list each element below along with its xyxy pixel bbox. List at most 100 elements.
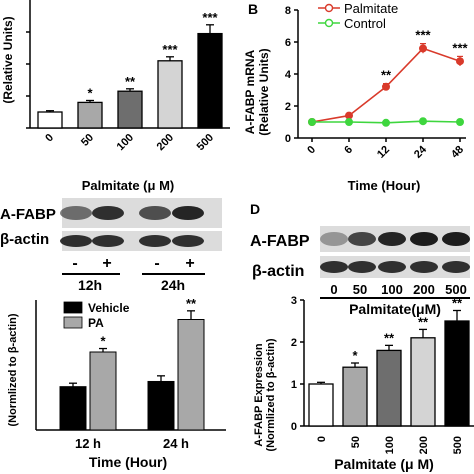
panel-c-legend-swatch: [63, 316, 83, 329]
panel-d-western-blot: D A-FABP β-actin 0 50 100 200 500 Palmit…: [250, 201, 470, 317]
blot-c-actin-band: [172, 235, 204, 247]
panel-b-point-control: [308, 118, 316, 126]
panel-b-legend-label: Control: [344, 16, 386, 31]
panel-d-bar: [308, 383, 334, 427]
blot-d-lane-500: 500: [445, 282, 467, 297]
panel-c-ylabel: (Normlized to β-actin): [7, 313, 19, 426]
blot-c-time-24h: 24h: [161, 277, 185, 293]
blot-d-afabp-band: [348, 232, 376, 246]
panel-c-xtick-label: 12 h: [75, 436, 101, 451]
blot-d-actin-label: β-actin: [252, 263, 304, 280]
blot-c-treatment-2: +: [102, 255, 111, 272]
panel-d-xtick-label: 500: [452, 436, 464, 454]
panel-d-ytick-label: 2: [291, 337, 297, 349]
blot-d-actin-band: [348, 261, 376, 273]
panel-a-bar: [37, 111, 63, 129]
panel-a-xtick-label: 100: [115, 132, 136, 153]
panel-c-legend-label: Vehicle: [88, 301, 130, 315]
panel-b-letter: B: [248, 1, 258, 17]
panel-a-bar: [117, 90, 143, 129]
panel-c-bar-pa: [89, 351, 117, 431]
panel-d-xtick-label: 0: [316, 436, 328, 442]
blot-c-afabp-band: [60, 206, 92, 220]
blot-d-lane-200: 200: [413, 282, 435, 297]
panel-b-xtick-label: 0: [305, 144, 318, 157]
panel-b-ytick-label: 4: [285, 69, 292, 81]
blot-d-actin-band: [378, 261, 406, 273]
panel-b-xtick-label: 24: [412, 143, 430, 161]
blot-c-afabp-band: [92, 206, 124, 220]
panel-b-ylabel: A-FABP mRNA: [243, 49, 257, 134]
panel-a-bar: [197, 32, 223, 129]
blot-d-afabp-band: [442, 232, 470, 246]
panel-d-xtick-label: 100: [384, 436, 396, 454]
panel-b-legend-label: Palmitate: [344, 1, 398, 16]
blot-d-xlabel: Palmitate(μM): [349, 301, 441, 317]
blot-d-actin-band: [442, 261, 470, 273]
panel-c-bar-vehicle: [59, 386, 87, 431]
panel-d-significance: **: [384, 330, 395, 345]
blot-d-afabp-label: A-FABP: [250, 233, 310, 250]
panel-b-point-control: [382, 118, 390, 127]
panel-d-ytick-label: 0: [291, 421, 297, 433]
panel-b-point-control: [419, 117, 427, 126]
panel-d-ylabel2: (Normlized to β-actin): [265, 338, 277, 451]
blot-c-treatment-3: -: [154, 255, 159, 272]
panel-c-xtick-label: 24 h: [163, 436, 189, 451]
blot-d-afabp-band: [378, 232, 406, 246]
panel-a: (Relative Units) Palmitate (μ M) 0 * 50 ** 1…: [1, 0, 230, 193]
panel-d-bar: [444, 320, 470, 427]
blot-d-actin-band: [410, 261, 438, 273]
panel-b-point-palmitate: [456, 57, 464, 66]
panel-a-xtick-label: 0: [43, 132, 56, 145]
panel-b-ytick-label: 2: [285, 101, 291, 113]
panel-a-bar: [157, 60, 183, 129]
panel-a-bar: [77, 101, 103, 129]
panel-c: (Normlized to β-actin) Time (Hour) * 12 h…: [7, 296, 226, 470]
panel-b-xlabel: Time (Hour): [348, 178, 421, 193]
panel-b-point-palmitate: [419, 44, 427, 53]
panel-d-xtick-label: 200: [418, 436, 430, 454]
panel-d-bar: [342, 366, 368, 427]
panel-c-xlabel: Time (Hour): [89, 454, 167, 470]
panel-a-ylabel: (Relative Units): [1, 16, 15, 103]
panel-c-bar-pa: [177, 319, 205, 431]
blot-d-lane-0: 0: [330, 282, 337, 297]
panel-a-significance: ***: [162, 42, 178, 57]
blot-c-afabp-band: [172, 206, 204, 220]
panel-b-xtick-label: 48: [449, 144, 466, 161]
panel-a-xtick-label: 200: [155, 132, 176, 153]
blot-c-afabp-label: A-FABP: [0, 206, 56, 223]
panel-d-ylabel: A-FABP Expression: [253, 343, 265, 446]
panel-a-significance: **: [125, 74, 136, 89]
panel-c-significance: **: [186, 296, 197, 311]
panel-a-significance: ***: [202, 10, 218, 25]
panel-b-legend-marker: [324, 18, 334, 28]
panel-b-legend-marker: [324, 3, 334, 13]
panel-b-significance: ***: [415, 28, 431, 43]
panel-c-western-blot: A-FABP β-actin - + - + 12h 24h: [0, 198, 222, 293]
panel-b-xtick-label: 6: [342, 144, 355, 157]
panel-b-significance: **: [381, 68, 392, 83]
panel-b-ytick-label: 6: [285, 37, 291, 49]
blot-d-actin-band: [320, 261, 348, 273]
blot-c-time-12h: 12h: [78, 277, 102, 293]
blot-c-actin-band: [92, 235, 124, 247]
panel-b-ytick-label: 0: [285, 133, 291, 145]
panel-a-xtick-label: 50: [79, 132, 96, 149]
panel-b-point-control: [456, 118, 464, 126]
blot-d-lane-50: 50: [353, 282, 367, 297]
panel-b: B A-FABP mRNA (Relative Units) Time (Hou…: [243, 1, 469, 193]
panel-b-significance: ***: [452, 40, 468, 55]
panel-d-ytick-label: 3: [291, 295, 297, 307]
panel-d-significance: **: [452, 296, 463, 311]
panel-b-point-control: [345, 118, 353, 126]
panel-d-significance: **: [418, 314, 429, 329]
blot-d-afabp-band: [320, 232, 348, 246]
blot-c-treatment-4: +: [185, 255, 194, 272]
blot-d-afabp-band: [410, 232, 438, 246]
blot-c-afabp-band: [139, 206, 171, 220]
panel-d-xlabel: Palmitate (μ M): [334, 456, 434, 472]
blot-c-actin-band: [139, 235, 171, 247]
